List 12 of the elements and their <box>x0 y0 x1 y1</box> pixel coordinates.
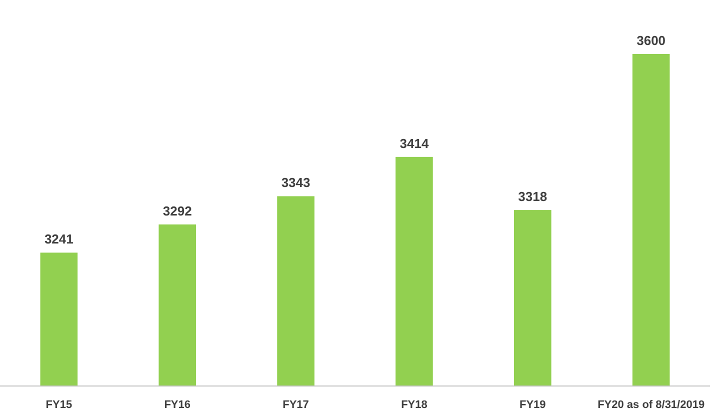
data-label: 3318 <box>518 189 548 204</box>
x-tick-label: FY17 <box>282 399 309 411</box>
x-tick-label: FY19 <box>520 399 546 411</box>
x-tick-label: FY20 as of 8/31/2019 <box>598 399 705 411</box>
data-label: 3241 <box>44 232 74 247</box>
x-tick-label: FY16 <box>164 399 190 411</box>
data-label: 3343 <box>281 175 310 190</box>
x-tick-label: FY15 <box>46 399 72 411</box>
data-label: 3292 <box>162 203 192 218</box>
data-label: 3600 <box>636 33 666 48</box>
x-tick-label: FY18 <box>401 399 428 411</box>
data-label: 3414 <box>400 136 430 151</box>
